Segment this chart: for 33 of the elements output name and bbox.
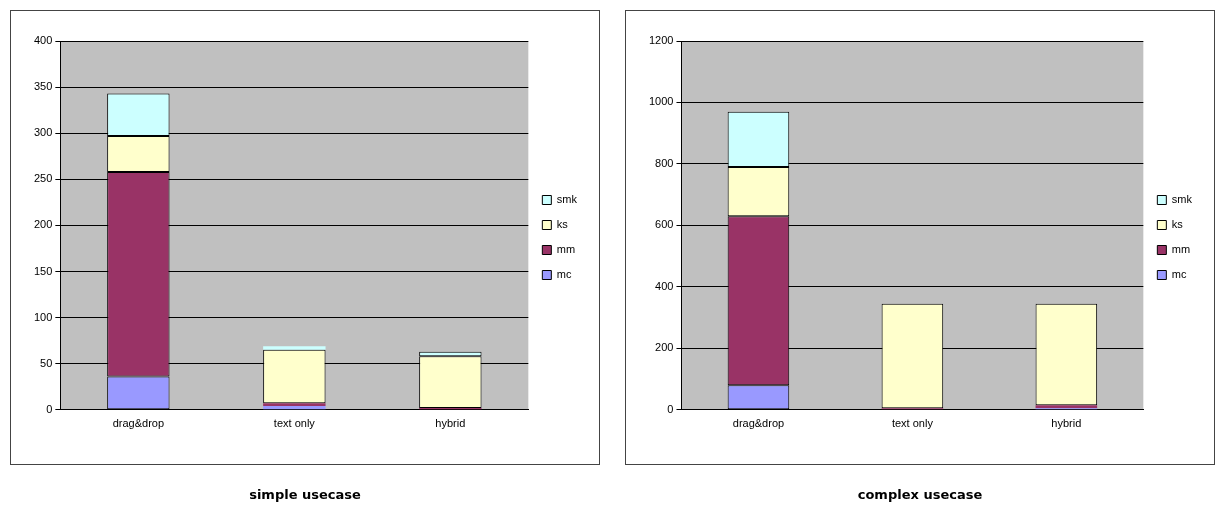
legend-label: ks: [1171, 218, 1184, 231]
legend-label: ks: [556, 218, 569, 231]
y-tick-label: 1000: [648, 95, 674, 108]
y-tick-label: 1200: [648, 34, 674, 47]
legend-label: mc: [1171, 268, 1187, 281]
y-tick-label: 400: [33, 34, 53, 47]
x-tick-label: text only: [273, 417, 316, 430]
y-tick-label: 50: [40, 356, 53, 369]
y-tick-label: 0: [667, 402, 674, 415]
x-tick-label: hybrid: [435, 417, 466, 430]
y-tick-label: 200: [33, 218, 53, 231]
y-tick-label: 0: [46, 402, 53, 415]
legend-label: mc: [556, 268, 572, 281]
y-tick-label: 350: [33, 80, 53, 93]
y-tick-label: 100: [33, 310, 53, 323]
text: simple usecase: [248, 487, 362, 502]
x-tick-label: drag&drop: [732, 417, 785, 430]
legend-label: mm: [1171, 243, 1191, 256]
legend-label: mm: [556, 243, 576, 256]
x-tick-label: text only: [891, 417, 934, 430]
legend-label: smk: [1171, 193, 1193, 206]
y-tick-label: 800: [655, 156, 674, 169]
y-tick-label: 250: [33, 172, 53, 185]
bar: [263, 346, 326, 350]
y-tick-label: 400: [655, 279, 674, 292]
y-tick-label: 200: [655, 341, 674, 354]
x-tick-label: hybrid: [1051, 417, 1082, 430]
text: complex usecase: [856, 487, 984, 502]
legend-label: smk: [556, 193, 578, 206]
y-tick-label: 300: [33, 126, 53, 139]
y-tick-label: 600: [655, 218, 674, 231]
x-tick-label: drag&drop: [112, 417, 165, 430]
y-tick-label: 150: [33, 264, 53, 277]
